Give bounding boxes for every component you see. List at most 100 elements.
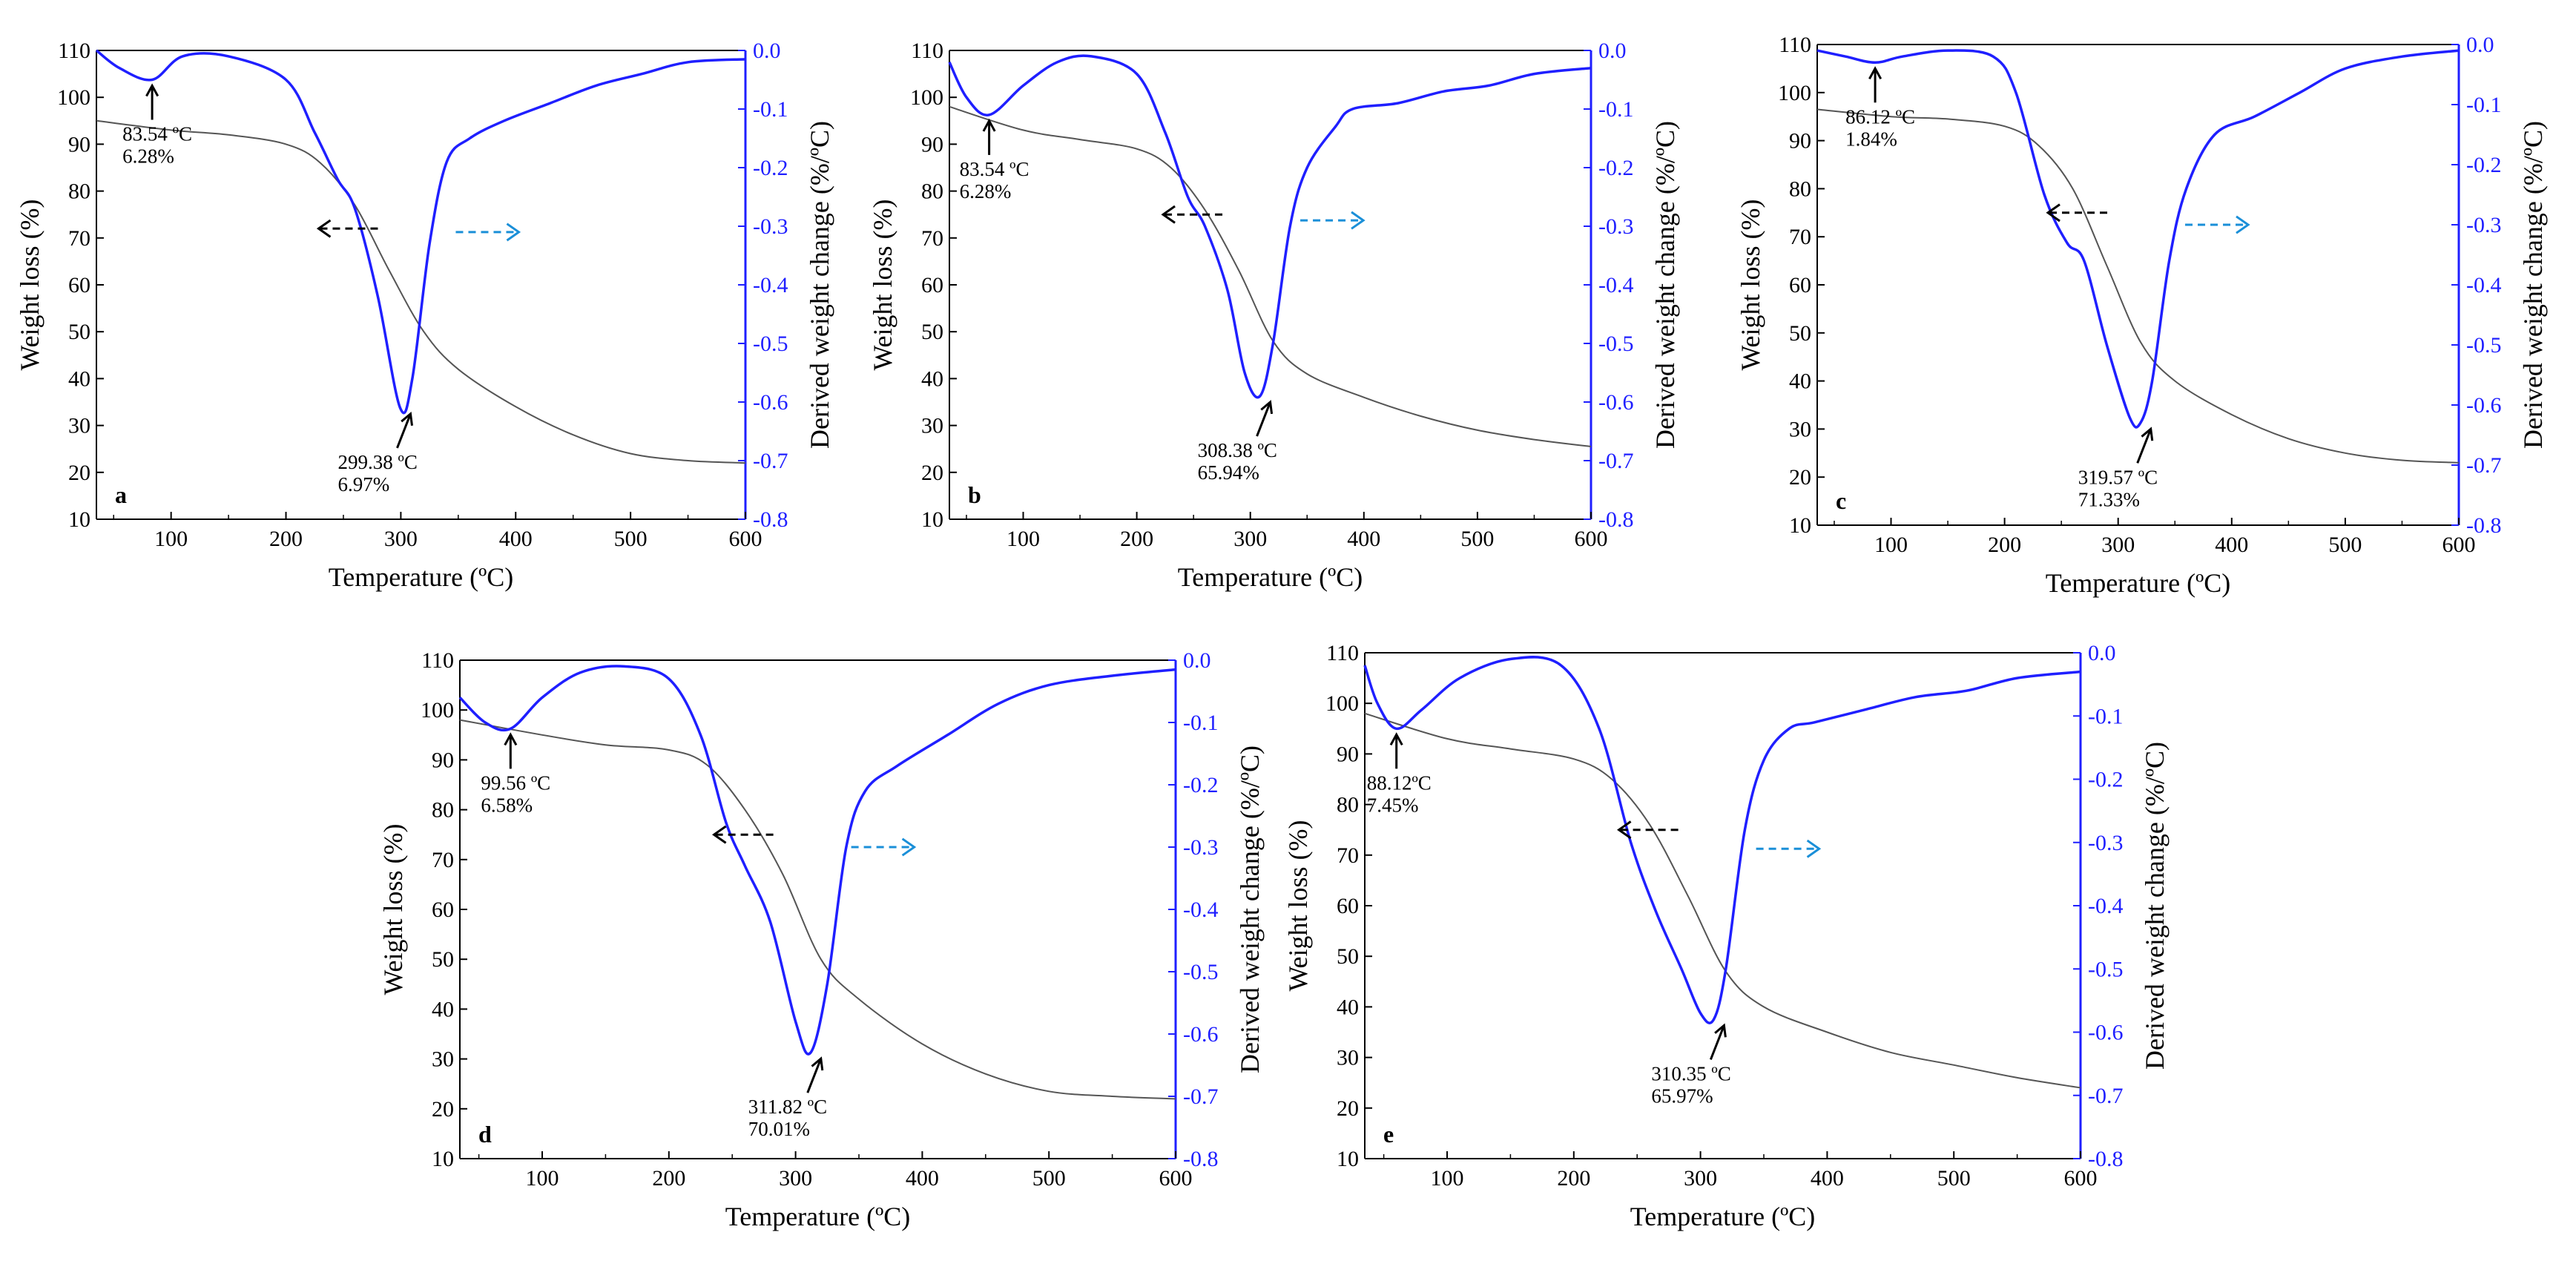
y2-tick-label: -0.4 xyxy=(753,273,788,297)
y-axis-label: Weight loss (%) xyxy=(868,199,897,370)
peak-annotation-text: 1.84% xyxy=(1845,128,1897,150)
peak-arrow-head xyxy=(1868,66,1882,80)
x-tick-label: 300 xyxy=(1233,527,1267,551)
y2-tick-label: -0.7 xyxy=(2466,453,2502,478)
peak-arrow-shaft xyxy=(1256,401,1271,437)
y2-axis-label: Derived weight change (%/ºC) xyxy=(805,121,834,449)
y-tick-label: 50 xyxy=(921,320,943,344)
left-axis-arrowhead xyxy=(1161,205,1176,224)
x-tick-label: 600 xyxy=(1159,1166,1193,1191)
y-tick-label: 70 xyxy=(1789,225,1811,249)
y-tick-label: 20 xyxy=(68,461,90,485)
y-tick-label: 80 xyxy=(1789,177,1811,201)
left-axis-arrowhead xyxy=(711,825,727,844)
y2-axis-label: Derived weight change (%/ºC) xyxy=(2140,742,2170,1070)
x-tick-label: 300 xyxy=(779,1166,812,1191)
y-tick-label: 110 xyxy=(1326,641,1359,665)
x-tick-label: 200 xyxy=(1988,533,2021,557)
x-tick-label: 600 xyxy=(1575,527,1608,551)
y-tick-label: 10 xyxy=(1337,1147,1359,1171)
peak-annotation-text: 6.97% xyxy=(337,473,389,495)
y2-tick-label: -0.8 xyxy=(1183,1147,1219,1171)
right-axis-arrowhead xyxy=(1806,839,1822,858)
x-tick-label: 500 xyxy=(614,527,648,551)
peak-annotation-text: 7.45% xyxy=(1367,794,1419,816)
y2-tick-label: -0.4 xyxy=(1183,898,1219,922)
x-tick-label: 300 xyxy=(1684,1166,1717,1191)
y2-tick-label: -0.7 xyxy=(753,449,788,473)
y-tick-label: 110 xyxy=(911,39,943,63)
peak-annotation-text: 311.82 ºC xyxy=(748,1096,827,1118)
x-tick-label: 500 xyxy=(1032,1166,1066,1191)
x-axis-label: Temperature (ºC) xyxy=(725,1202,911,1231)
x-tick-label: 400 xyxy=(1811,1166,1844,1191)
y-axis-label: Weight loss (%) xyxy=(1283,820,1313,991)
y-tick-label: 30 xyxy=(1337,1046,1359,1070)
x-tick-label: 400 xyxy=(499,527,533,551)
peak-annotation-text: 6.28% xyxy=(122,145,174,168)
weight-loss-line xyxy=(459,719,1176,1100)
y-tick-label: 30 xyxy=(432,1047,454,1072)
y-tick-label: 90 xyxy=(1789,129,1811,154)
derivative-line xyxy=(458,665,1176,1056)
peak-annotation-text: 299.38 ºC xyxy=(337,451,417,473)
x-tick-label: 400 xyxy=(1347,527,1380,551)
y-tick-label: 80 xyxy=(68,180,90,204)
peak-arrow-head xyxy=(811,1056,824,1071)
y-tick-label: 70 xyxy=(68,226,90,251)
peak-arrow-head xyxy=(504,732,518,746)
y2-tick-label: -0.2 xyxy=(1598,156,1634,180)
y-tick-label: 100 xyxy=(1778,81,1811,105)
y-tick-label: 20 xyxy=(432,1097,454,1122)
y2-tick-label: 0.0 xyxy=(2088,641,2116,665)
x-tick-label: 600 xyxy=(2442,533,2476,557)
y2-tick-label: -0.8 xyxy=(1598,507,1634,532)
peak-arrow-shaft xyxy=(396,413,412,449)
peak-annotation-text: 308.38 ºC xyxy=(1198,439,1277,461)
y-tick-label: 10 xyxy=(1789,513,1811,538)
panel-d: 100 200 300 400 500 600 10 20 30 40 50 60 70 80 90 100 1… xyxy=(378,648,1265,1231)
peak-arrow-head xyxy=(401,411,413,426)
peak-annotation-text: 88.12ºC xyxy=(1367,771,1432,794)
x-tick-label: 600 xyxy=(729,527,762,551)
x-axis-label: Temperature (ºC) xyxy=(1630,1202,1816,1231)
y-tick-label: 30 xyxy=(68,414,90,438)
y-tick-label: 10 xyxy=(432,1147,454,1171)
y-tick-label: 40 xyxy=(1337,995,1359,1019)
y-tick-label: 90 xyxy=(1337,742,1359,766)
y-tick-label: 80 xyxy=(1337,793,1359,817)
y2-tick-label: -0.5 xyxy=(2466,333,2502,358)
y-tick-label: 90 xyxy=(432,748,454,772)
x-tick-label: 200 xyxy=(1557,1166,1590,1191)
y-tick-label: 60 xyxy=(921,273,943,297)
y-tick-label: 40 xyxy=(1789,369,1811,394)
x-tick-label: 500 xyxy=(2328,533,2362,557)
y2-tick-label: -0.3 xyxy=(753,214,788,239)
y-tick-label: 50 xyxy=(432,947,454,972)
y-tick-label: 100 xyxy=(421,698,454,722)
y2-tick-label: -0.1 xyxy=(753,97,788,122)
y-tick-label: 50 xyxy=(68,320,90,344)
right-axis-arrowhead xyxy=(506,223,521,242)
y2-axis-label: Derived weight change (%/ºC) xyxy=(1235,745,1265,1073)
y2-tick-label: -0.8 xyxy=(2466,513,2502,538)
y-tick-label: 40 xyxy=(68,366,90,391)
y2-tick-label: -0.6 xyxy=(1598,390,1634,415)
y2-tick-label: -0.6 xyxy=(2088,1021,2124,1045)
panel-b: 100 200 300 400 500 600 10 20 30 40 50 60 70 80 90 100 1… xyxy=(868,39,1680,592)
y-tick-label: 110 xyxy=(1779,33,1811,57)
x-tick-label: 300 xyxy=(2101,533,2135,557)
y2-tick-label: -0.3 xyxy=(2466,213,2502,237)
y-axis-label: Weight loss (%) xyxy=(1736,199,1765,370)
y2-tick-label: 0.0 xyxy=(1183,648,1211,673)
y-tick-label: 30 xyxy=(921,414,943,438)
y-tick-label: 70 xyxy=(432,848,454,872)
peak-annotation-text: 99.56 ºC xyxy=(481,771,550,794)
peak-arrow-head xyxy=(1260,400,1274,415)
y-tick-label: 20 xyxy=(1789,465,1811,490)
peak-arrow-head xyxy=(2141,427,2154,441)
derivative-line xyxy=(95,49,746,415)
y2-axis-label: Derived weight change (%/ºC) xyxy=(2518,121,2548,449)
panel-c: 100 200 300 400 500 600 10 20 30 40 50 60 70 80 90 100 1… xyxy=(1736,33,2548,598)
y-tick-label: 10 xyxy=(921,507,943,532)
